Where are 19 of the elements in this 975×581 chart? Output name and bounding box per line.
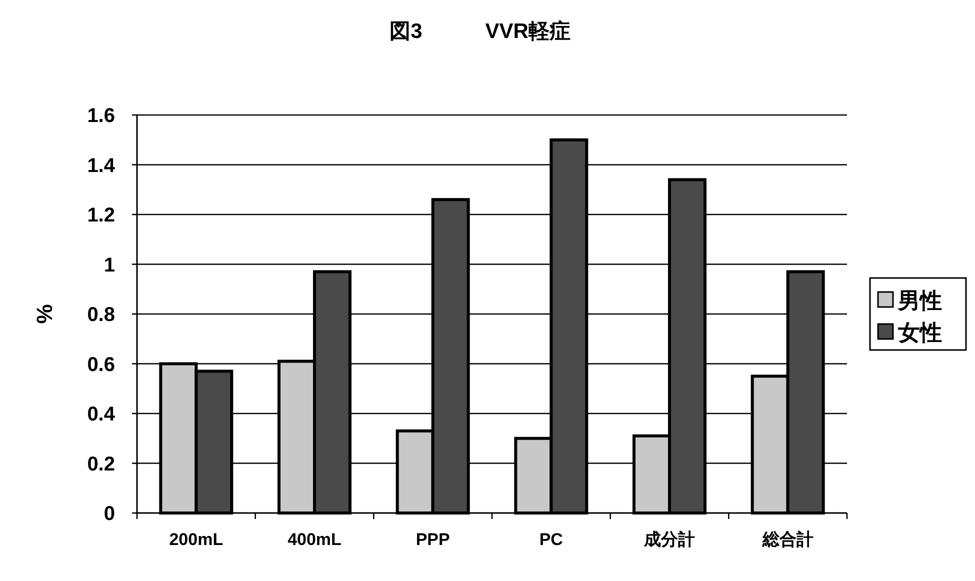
legend-label: 男性 [897, 288, 942, 313]
legend-label: 女性 [897, 320, 942, 345]
x-tick-label: PPP [416, 530, 450, 549]
y-tick-label: 0 [104, 503, 115, 525]
x-tick-label: 200mL [169, 530, 224, 549]
x-tick-label: PC [539, 530, 563, 549]
y-tick-label: 0.2 [87, 453, 115, 476]
chart-title: 図3 VVR軽症 [390, 19, 570, 43]
x-tick-label: 総合計 [761, 530, 814, 549]
y-tick-label: 0.8 [87, 304, 115, 326]
y-tick-label: 0.6 [87, 354, 115, 376]
y-tick-label: 1 [104, 254, 115, 276]
y-tick-label: 0.4 [87, 404, 116, 426]
y-tick-label: 1.6 [87, 105, 115, 127]
x-tick-label: 400mL [288, 530, 342, 549]
x-tick-label: 成分計 [643, 530, 695, 549]
y-axis-title: % [32, 304, 57, 324]
y-tick-label: 1.2 [87, 204, 115, 226]
y-tick-label: 1.4 [87, 154, 116, 177]
